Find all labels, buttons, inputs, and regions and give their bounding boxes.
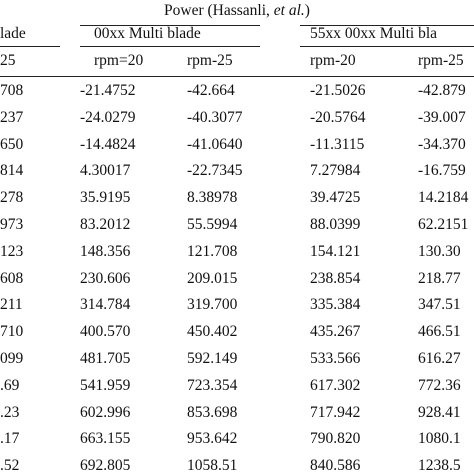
table-cell: 35.9195: [80, 189, 131, 207]
table-cell: 723.354: [187, 376, 238, 394]
table-cell: 814: [0, 162, 24, 180]
table-cell: -24.0279: [80, 108, 136, 126]
group-header-1: lade: [0, 25, 26, 42]
rule-group-2: [300, 25, 474, 26]
table-cell: 39.4725: [310, 189, 361, 207]
table-cell: 14.2184: [418, 189, 469, 207]
table-cell: 772.36: [418, 376, 461, 394]
table-cell: 450.402: [187, 323, 238, 341]
table-cell: 973: [0, 216, 24, 233]
table-cell: 211: [0, 296, 23, 314]
table-cell: 218.77: [418, 269, 461, 287]
table-cell: 608: [0, 269, 24, 287]
table-cell: 099: [0, 350, 24, 367]
table-cell: 928.41: [418, 403, 461, 421]
table-cell: 148.356: [80, 242, 131, 260]
table-cell: 663.155: [80, 430, 131, 448]
table-cell: .17: [0, 430, 20, 448]
table-cell: -41.0640: [187, 135, 243, 153]
table-cell: 708: [0, 82, 24, 99]
table-cell: -21.5026: [310, 82, 366, 99]
table-cell: 692.805: [80, 457, 131, 475]
table-cell: 435.267: [310, 323, 361, 341]
table-cell: 592.149: [187, 350, 238, 367]
table-cell: 7.27984: [310, 162, 361, 180]
table-cell: 853.698: [187, 403, 238, 421]
column-header: rpm-25: [187, 52, 233, 69]
table-cell: -40.3077: [187, 108, 243, 126]
table-cell: 335.384: [310, 296, 361, 314]
table-cell: 790.820: [310, 430, 361, 448]
table-cell: 237: [0, 108, 24, 126]
rule-header-bottom: [0, 76, 474, 77]
column-header: 25: [0, 52, 16, 69]
group-header-3: 55xx 00xx Multi bla: [310, 25, 438, 42]
table-cell: 121.708: [187, 242, 238, 260]
table-cell: 840.586: [310, 457, 361, 475]
table-cell: 541.959: [80, 376, 131, 394]
table-cell: .23: [0, 403, 20, 421]
table-cell: 230.606: [80, 269, 131, 287]
table-cell: 1238.5: [418, 457, 461, 475]
super-title-prefix: Power (Hassanli,: [164, 2, 274, 19]
table-cell: -42.879: [418, 82, 466, 99]
table-super-title: Power (Hassanli, et al.): [0, 2, 474, 20]
table-cell: -42.664: [187, 82, 235, 99]
table-cell: .69: [0, 376, 20, 394]
table-cell: 400.570: [80, 323, 131, 341]
table-cell: 717.942: [310, 403, 361, 421]
table-cell: 1080.1: [418, 430, 461, 448]
table-cell: 1058.51: [187, 457, 238, 475]
table-cell: .52: [0, 457, 20, 475]
column-header: rpm-20: [310, 52, 356, 69]
table-cell: 130.30: [418, 242, 461, 260]
table-cell: 650: [0, 135, 24, 153]
table-cell: -16.759: [418, 162, 466, 180]
rule-group-1: [80, 25, 260, 26]
table-cell: 602.996: [80, 403, 131, 421]
rule-sub-1: [0, 46, 60, 47]
table-cell: 481.705: [80, 350, 131, 367]
table-cell: 617.302: [310, 376, 361, 394]
table-cell: 55.5994: [187, 216, 238, 233]
table-cell: -14.4824: [80, 135, 136, 153]
table-cell: 4.30017: [80, 162, 131, 180]
super-title-suffix: ): [304, 2, 310, 19]
table-cell: -20.5764: [310, 108, 366, 126]
table-cell: 62.2151: [418, 216, 469, 233]
column-header: rpm=20: [94, 52, 144, 69]
table-cell: 347.51: [418, 296, 461, 314]
rule-sub-3: [300, 46, 474, 47]
table-cell: 319.700: [187, 296, 238, 314]
table-cell: -22.7345: [187, 162, 243, 180]
table-cell: 83.2012: [80, 216, 131, 233]
table-cell: 533.566: [310, 350, 361, 367]
table-cell: 710: [0, 323, 24, 341]
column-header: rpm-25: [418, 52, 464, 69]
table-cell: 953.642: [187, 430, 238, 448]
table-cell: -34.370: [418, 135, 466, 153]
table-cell: 209.015: [187, 269, 238, 287]
table-cell: 616.27: [418, 350, 461, 367]
table-cell: 314.784: [80, 296, 131, 314]
table-cell: 278: [0, 189, 24, 207]
table-cell: 466.51: [418, 323, 461, 341]
table-cell: -39.007: [418, 108, 466, 126]
table-cell: 154.121: [310, 242, 361, 260]
table-cell: 238.854: [310, 269, 361, 287]
rule-sub-2: [80, 46, 260, 47]
super-title-italic: et al.: [273, 2, 305, 19]
table-cell: -11.3115: [310, 135, 365, 153]
table-cell: 123: [0, 242, 24, 260]
table-cell: -21.4752: [80, 82, 136, 99]
table-cell: 88.0399: [310, 216, 361, 233]
group-header-2: 00xx Multi blade: [94, 25, 201, 42]
table-cell: 8.38978: [187, 189, 238, 207]
